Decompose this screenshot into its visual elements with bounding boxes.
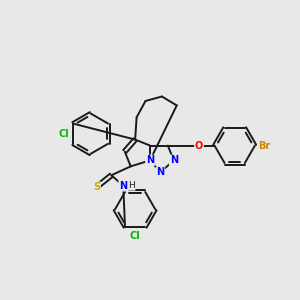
Text: N: N (170, 155, 178, 165)
Text: Cl: Cl (130, 231, 140, 241)
Text: O: O (195, 140, 203, 151)
Text: S: S (93, 182, 100, 192)
Text: N: N (119, 181, 127, 191)
Text: Br: Br (258, 140, 271, 151)
Text: N: N (146, 155, 154, 165)
Text: Cl: Cl (58, 129, 69, 139)
Text: N: N (156, 167, 164, 177)
Text: H: H (128, 181, 135, 190)
